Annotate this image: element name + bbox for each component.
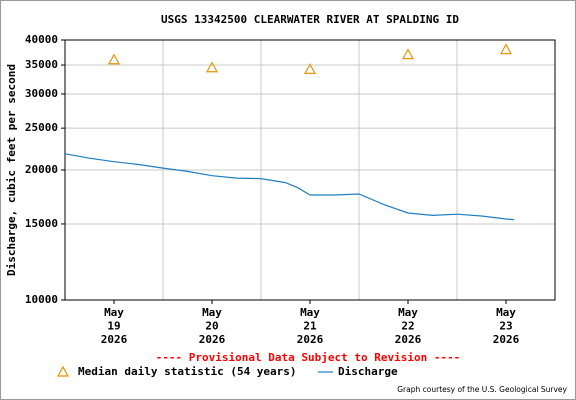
- legend-label: Median daily statistic (54 years): [78, 365, 297, 378]
- chart-title: USGS 13342500 CLEARWATER RIVER AT SPALDI…: [161, 13, 459, 26]
- median-marker: [107, 53, 121, 65]
- x-tick-label-line: 23: [499, 320, 512, 333]
- y-tick-label: 25000: [25, 121, 58, 134]
- x-tick-label: May 21 2026: [297, 306, 324, 346]
- x-tick-label-line: May: [398, 306, 418, 319]
- x-tick-label: May 22 2026: [395, 306, 422, 346]
- credit: Graph courtesy of the U.S. Geological Su…: [397, 385, 567, 394]
- y-tick-label: 10000: [25, 293, 58, 306]
- legend-label: Discharge: [338, 365, 398, 378]
- x-tick-label-line: 21: [303, 320, 317, 333]
- y-tick-label: 35000: [25, 58, 58, 71]
- x-tick-label-line: May: [202, 306, 222, 319]
- median-marker: [303, 63, 317, 74]
- x-tick-label-line: 20: [205, 320, 218, 333]
- plot-border: [64, 39, 556, 301]
- x-tick-label-line: 22: [401, 320, 414, 333]
- x-tick-label-line: May: [496, 306, 516, 319]
- y-axis-label: Discharge, cubic feet per second: [5, 64, 18, 276]
- y-tick-label: 40000: [25, 33, 58, 46]
- y-tick-label: 15000: [25, 217, 58, 230]
- x-tick-label-line: May: [300, 306, 320, 319]
- x-tick-label-line: 2026: [493, 333, 520, 346]
- median-marker: [499, 43, 513, 55]
- notice: ---- Provisional Data Subject to Revisio…: [156, 351, 461, 364]
- x-tick-label-line: 2026: [395, 333, 422, 346]
- x-tick-label-line: May: [104, 306, 124, 319]
- median-marker: [401, 48, 415, 60]
- x-tick-label-line: 2026: [199, 333, 226, 346]
- y-tick-label: 30000: [25, 87, 58, 100]
- legend-marker: [56, 365, 70, 377]
- x-tick-label-line: 19: [107, 320, 120, 333]
- x-tick-label: May 23 2026: [493, 306, 520, 346]
- x-tick-label-line: 2026: [297, 333, 324, 346]
- x-tick-label: May 20 2026: [199, 306, 226, 346]
- discharge-line: [64, 153, 515, 221]
- x-tick-label-line: 2026: [101, 333, 128, 346]
- median-marker: [205, 61, 219, 73]
- y-tick-label: 20000: [25, 163, 58, 176]
- x-tick-label: May 19 2026: [101, 306, 128, 346]
